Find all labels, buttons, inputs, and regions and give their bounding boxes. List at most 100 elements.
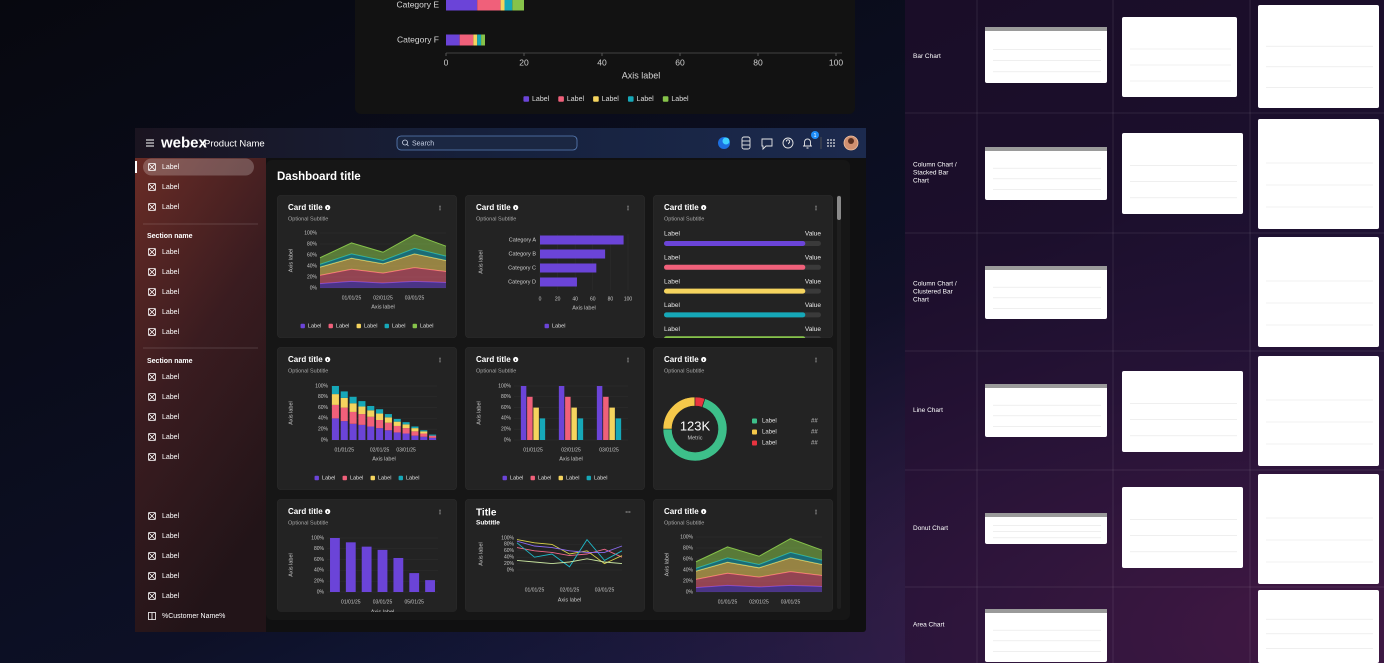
nav-item[interactable]: Label xyxy=(162,289,180,296)
help-icon[interactable] xyxy=(782,137,794,149)
card-menu[interactable] xyxy=(815,509,817,515)
scroll-thumb[interactable] xyxy=(837,196,841,220)
thumbnail[interactable] xyxy=(1258,5,1379,108)
nav-item[interactable]: Label xyxy=(162,204,180,211)
card-title: Card title xyxy=(664,355,699,364)
nav-item[interactable]: Label xyxy=(162,329,180,336)
menu-dot xyxy=(439,209,441,211)
nav-icon xyxy=(148,163,156,171)
legend-swatch xyxy=(586,475,591,481)
nav-icon xyxy=(148,268,156,276)
nav-item[interactable]: Label xyxy=(162,414,180,421)
card-menu[interactable] xyxy=(625,511,631,513)
nav-icon xyxy=(148,592,156,600)
nav-icon-cross xyxy=(148,328,156,336)
x-axis-label: Axis label xyxy=(572,305,596,311)
thumbnail[interactable] xyxy=(1258,590,1379,663)
column xyxy=(565,396,571,440)
nav-item[interactable]: Label xyxy=(162,553,180,560)
nav-item[interactable]: Label xyxy=(162,164,180,171)
chat-icon[interactable] xyxy=(761,138,773,151)
thumbnail-header xyxy=(985,513,1107,517)
legend-swatch xyxy=(662,96,669,102)
thumbnail[interactable] xyxy=(1122,371,1243,452)
legend-label: Label xyxy=(567,96,585,103)
customer-name[interactable]: %Customer Name% xyxy=(162,613,225,620)
brand: webex xyxy=(160,134,208,151)
x-tick-label: 0 xyxy=(444,57,449,67)
thumbnail[interactable] xyxy=(1122,17,1237,97)
legend-label: Label xyxy=(420,323,433,329)
nav-item[interactable]: Label xyxy=(162,434,180,441)
nav-item[interactable]: Label xyxy=(162,374,180,381)
progress-label: Label xyxy=(664,326,680,333)
thumbnail[interactable] xyxy=(985,513,1107,544)
thumbnail[interactable] xyxy=(985,609,1107,662)
nav-item[interactable]: Label xyxy=(162,573,180,580)
thumbnail[interactable] xyxy=(985,384,1107,437)
card-menu[interactable] xyxy=(815,357,817,363)
nav-item[interactable]: Label xyxy=(162,309,180,316)
card-menu[interactable] xyxy=(627,357,629,363)
x-tick-label: 60 xyxy=(590,296,596,302)
thumbnail[interactable] xyxy=(1122,487,1243,568)
legend-label: Label xyxy=(762,430,777,436)
thumbnail[interactable] xyxy=(1258,237,1379,347)
nav-item[interactable]: Label xyxy=(162,394,180,401)
card-menu[interactable] xyxy=(439,509,441,515)
nav-icon xyxy=(148,288,156,296)
column-segment xyxy=(376,420,384,429)
y-tick-label: 80% xyxy=(504,542,515,548)
y-tick-label: 60% xyxy=(501,405,512,411)
menu-dot xyxy=(815,361,817,363)
nav-item[interactable]: Label xyxy=(162,513,180,520)
nav-item[interactable]: Label xyxy=(162,184,180,191)
thumbnail[interactable] xyxy=(1258,356,1379,466)
x-tick-label: 01/01/25 xyxy=(525,587,545,593)
thumbnail[interactable] xyxy=(1258,119,1379,229)
legend-label: Label xyxy=(510,475,523,481)
search-box[interactable] xyxy=(396,135,578,151)
nav-item[interactable]: Label xyxy=(162,269,180,276)
menu-dot xyxy=(627,361,629,363)
apps-icon[interactable] xyxy=(827,139,835,147)
thumbnail[interactable] xyxy=(985,147,1107,200)
y-tick-label: 80% xyxy=(314,546,325,552)
nav-icon-box xyxy=(148,453,156,461)
column xyxy=(615,418,622,440)
nav-icon-box xyxy=(148,552,156,560)
menu-button[interactable] xyxy=(146,139,154,147)
thumbnail[interactable] xyxy=(1122,133,1243,214)
y-tick-label: 0% xyxy=(507,567,515,573)
top-chart: Category E Category F 0 20 40 60 80 100 Axis lab… xyxy=(396,0,843,103)
column xyxy=(577,418,584,440)
nav-item[interactable]: Label xyxy=(162,454,180,461)
nav-icon-box xyxy=(148,248,156,256)
nav-icon-cross xyxy=(148,552,156,560)
line xyxy=(516,540,623,553)
x-tick-label: 60 xyxy=(675,57,685,67)
bell-icon[interactable] xyxy=(803,138,812,149)
card-menu[interactable] xyxy=(439,357,441,363)
nav-icon-box xyxy=(148,512,156,520)
search-icon xyxy=(402,139,408,146)
card-menu[interactable] xyxy=(627,205,629,211)
thumbnail[interactable] xyxy=(985,266,1107,319)
thumbnail[interactable] xyxy=(985,27,1107,83)
column-segment xyxy=(376,428,384,440)
thumbnail[interactable] xyxy=(1258,474,1379,584)
nav-item[interactable]: Label xyxy=(162,533,180,540)
column-segment xyxy=(331,386,339,395)
card-menu[interactable] xyxy=(439,205,441,211)
area-edge xyxy=(319,234,447,259)
card-menu[interactable] xyxy=(815,205,817,211)
card: Card title Optional Subtitle 100% 80% 60% 40%… xyxy=(277,347,457,490)
info-icon-mark xyxy=(703,510,705,513)
nav-item[interactable]: Label xyxy=(162,593,180,600)
nav-item[interactable]: Label xyxy=(162,249,180,256)
storage-icon[interactable] xyxy=(741,136,751,150)
x-tick-label: 100 xyxy=(624,296,633,302)
area xyxy=(320,248,446,268)
y-tick-label: 40% xyxy=(504,555,515,561)
